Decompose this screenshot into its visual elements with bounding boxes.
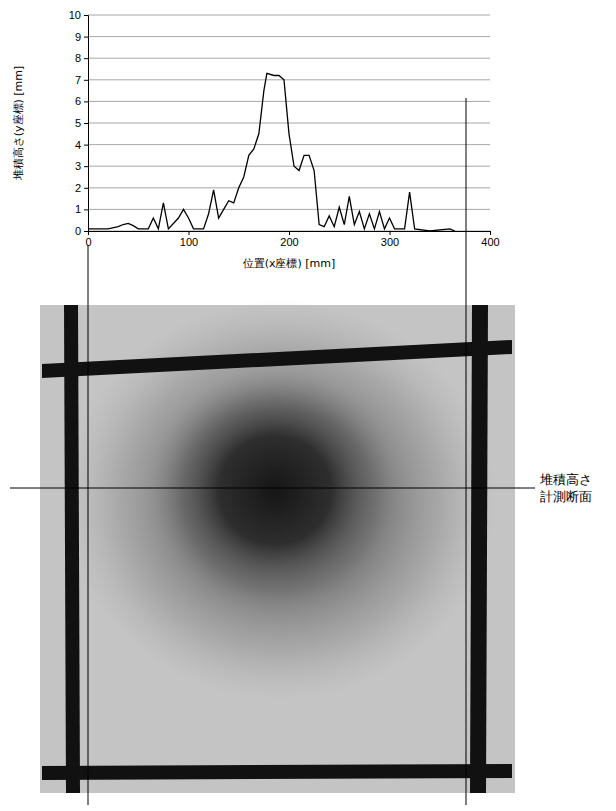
section-label: 堆積高さ計測断面 [539, 472, 592, 504]
y-tick: 8 [75, 52, 88, 64]
grid-line [88, 123, 490, 124]
grid-line [88, 15, 490, 16]
grid [88, 15, 490, 231]
figure: 0 1 2 3 4 5 6 7 8 9 100 100 200 300 400 位置(x座標) [mm] 堆積高… [0, 0, 616, 811]
grid-line [88, 187, 490, 188]
x-tick-label: 200 [280, 236, 298, 248]
y-tick-mark [84, 123, 88, 124]
y-tick-label: 9 [75, 31, 81, 43]
y-tick: 6 [75, 95, 88, 107]
y-tick-label: 6 [75, 95, 81, 107]
y-tick: 4 [75, 139, 88, 151]
y-tick-label: 1 [75, 203, 81, 215]
x-tick: 200 [280, 231, 298, 248]
grid-line [88, 79, 490, 80]
photo [40, 300, 515, 793]
y-tick: 2 [75, 182, 88, 194]
grid-line [88, 209, 490, 210]
guide-line [88, 245, 89, 805]
guide-line [466, 98, 467, 805]
y-axis: 0 1 2 3 4 5 6 7 8 9 10 [69, 9, 89, 237]
y-tick: 10 [69, 9, 88, 21]
x-tick-mark [390, 231, 391, 235]
y-tick-mark [84, 231, 88, 232]
y-tick: 1 [75, 203, 88, 215]
y-tick-mark [84, 101, 88, 102]
x-tick-mark [289, 231, 290, 235]
y-tick-mark [84, 145, 88, 146]
x-tick: 400 [481, 231, 499, 248]
y-tick-label: 8 [75, 52, 81, 64]
x-tick-mark [189, 231, 190, 235]
y-axis-line [84, 16, 89, 232]
y-tick-label: 5 [75, 117, 81, 129]
frame-bar [42, 764, 512, 780]
x-tick-mark [490, 231, 491, 235]
frame-bar [42, 340, 512, 378]
y-tick: 5 [75, 117, 88, 129]
deposit-core [150, 370, 400, 610]
y-tick: 9 [75, 31, 88, 43]
y-tick-mark [84, 209, 88, 210]
y-tick-label: 7 [75, 74, 81, 86]
plot-area [88, 73, 455, 231]
x-tick-mark [88, 231, 89, 235]
y-tick-label: 0 [75, 225, 81, 237]
x-tick-label: 100 [180, 236, 198, 248]
y-tick-mark [84, 37, 88, 38]
grid-line [88, 36, 490, 37]
y-tick-mark [84, 166, 88, 167]
section-line [10, 488, 535, 489]
y-tick: 7 [75, 74, 88, 86]
y-tick-mark [84, 15, 88, 16]
grid-line [88, 58, 490, 59]
x-tick-label: 400 [481, 236, 499, 248]
x-axis: 0100200300400 [85, 231, 499, 248]
y-axis-title: 堆積高さ(y座標) [mm] [12, 66, 25, 182]
grid-line [88, 101, 490, 102]
x-tick: 100 [180, 231, 198, 248]
frame-bar [64, 305, 80, 793]
y-tick-label: 2 [75, 182, 81, 194]
y-tick-label: 10 [69, 9, 81, 21]
grid-line [88, 166, 490, 167]
x-tick: 300 [381, 231, 399, 248]
x-axis-title: 位置(x座標) [mm] [243, 257, 336, 270]
x-tick-label: 300 [381, 236, 399, 248]
y-tick: 3 [75, 160, 88, 172]
y-tick-mark [84, 58, 88, 59]
x-axis-line [89, 232, 491, 236]
y-tick-label: 3 [75, 160, 81, 172]
y-tick-mark [84, 188, 88, 189]
y-tick-mark [84, 80, 88, 81]
data-line [88, 73, 455, 231]
y-tick-label: 4 [75, 139, 81, 151]
grid-line [88, 144, 490, 145]
frame-bar [470, 305, 488, 793]
